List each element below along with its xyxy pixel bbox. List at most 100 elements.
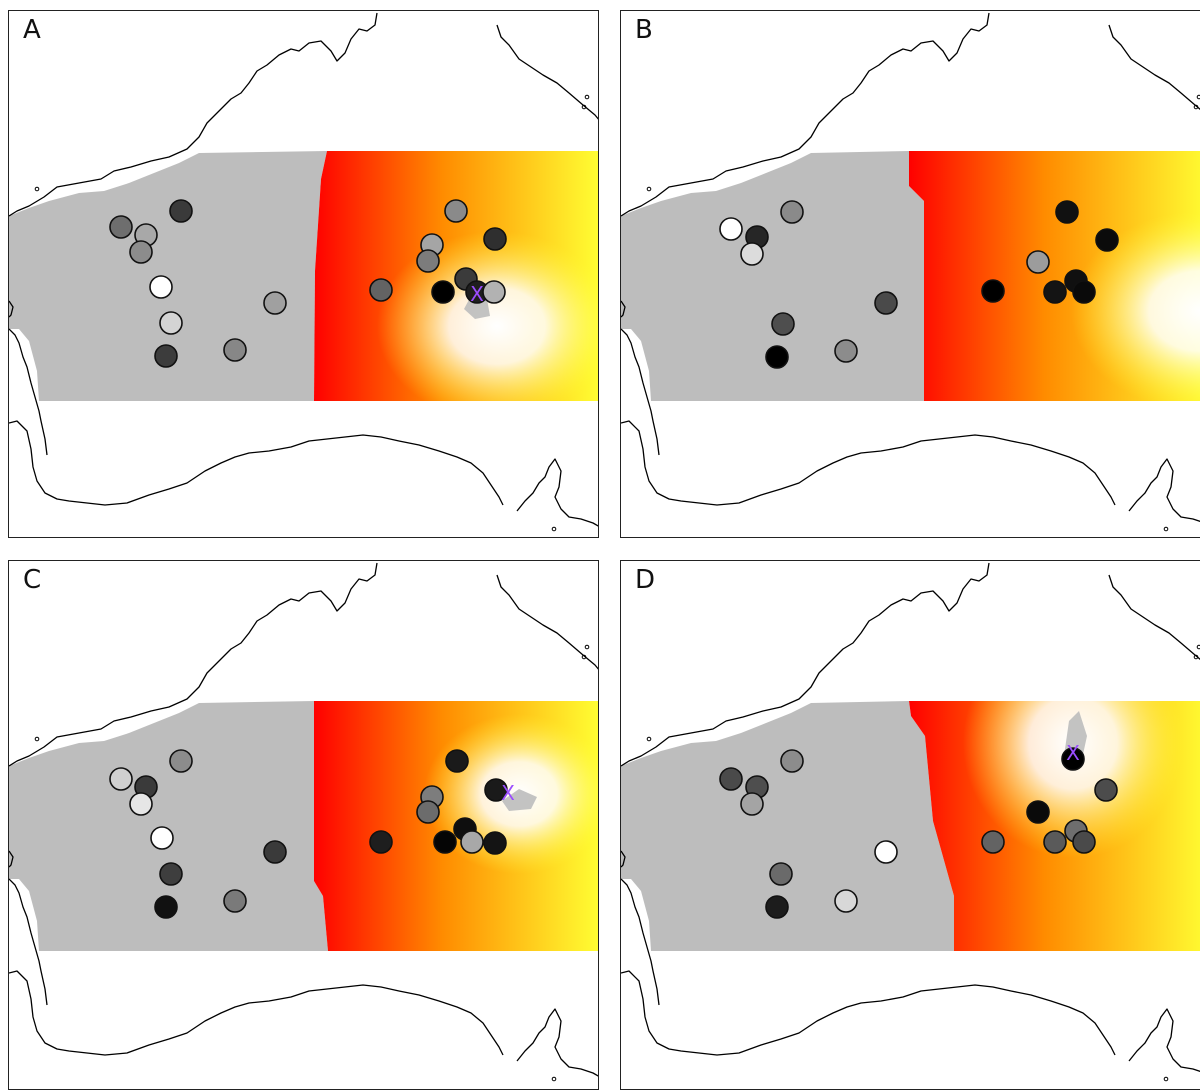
estimate-marker: X bbox=[1066, 741, 1080, 765]
island bbox=[1196, 94, 1200, 100]
site-point bbox=[369, 830, 393, 854]
coastline bbox=[9, 878, 48, 1006]
map-panel-a: X A bbox=[8, 10, 599, 538]
panel-label: D bbox=[635, 565, 656, 595]
site-point bbox=[483, 227, 507, 251]
site-point bbox=[444, 199, 468, 223]
coastline bbox=[1108, 24, 1200, 111]
coastline bbox=[621, 878, 660, 1006]
island bbox=[646, 186, 652, 192]
site-point bbox=[159, 862, 183, 886]
panel-label: C bbox=[23, 565, 42, 595]
site-point bbox=[1072, 830, 1096, 854]
site-point bbox=[149, 275, 173, 299]
site-point bbox=[482, 280, 506, 304]
coastline bbox=[9, 420, 504, 506]
panel-label: A bbox=[23, 15, 41, 45]
map-canvas-b bbox=[621, 12, 1200, 532]
coastline bbox=[9, 328, 48, 456]
site-point bbox=[223, 889, 247, 913]
coastline bbox=[9, 970, 504, 1056]
island bbox=[1193, 654, 1199, 660]
coastline bbox=[496, 574, 598, 670]
site-point bbox=[129, 240, 153, 264]
site-point bbox=[719, 767, 743, 791]
island bbox=[1163, 1076, 1169, 1082]
island bbox=[34, 186, 40, 192]
island bbox=[646, 736, 652, 742]
uncertainty-blob bbox=[1064, 711, 1087, 759]
site-point bbox=[1061, 747, 1085, 771]
coastline bbox=[516, 458, 598, 527]
heat-peak bbox=[1071, 211, 1200, 401]
map-panel-b: B bbox=[620, 10, 1200, 538]
site-point bbox=[460, 830, 484, 854]
map-panel-d: X D bbox=[620, 560, 1200, 1090]
site-point bbox=[740, 242, 764, 266]
coastline bbox=[621, 562, 990, 767]
site-point bbox=[169, 199, 193, 223]
site-point bbox=[129, 792, 153, 816]
island bbox=[584, 94, 590, 100]
site-point bbox=[169, 749, 193, 773]
site-point bbox=[719, 217, 743, 241]
grey-region bbox=[621, 701, 954, 951]
site-point bbox=[369, 278, 393, 302]
site-point bbox=[1026, 250, 1050, 274]
site-point bbox=[1043, 830, 1067, 854]
site-point bbox=[109, 215, 133, 239]
coastline bbox=[621, 12, 990, 217]
site-point bbox=[780, 200, 804, 224]
site-point bbox=[1095, 228, 1119, 252]
map-panel-c: X C bbox=[8, 560, 599, 1090]
site-point bbox=[981, 830, 1005, 854]
site-point bbox=[765, 345, 789, 369]
site-point bbox=[223, 338, 247, 362]
coastline bbox=[9, 850, 14, 868]
coastline bbox=[621, 850, 626, 868]
site-point bbox=[150, 826, 174, 850]
site-point bbox=[780, 749, 804, 773]
grey-region bbox=[9, 151, 327, 401]
coastline bbox=[516, 1008, 598, 1077]
coastline bbox=[621, 420, 1116, 506]
coastline bbox=[621, 970, 1116, 1056]
site-point bbox=[109, 767, 133, 791]
site-point bbox=[154, 895, 178, 919]
site-point bbox=[1055, 200, 1079, 224]
site-point bbox=[834, 339, 858, 363]
island bbox=[1196, 644, 1200, 650]
site-point bbox=[431, 280, 455, 304]
coastline bbox=[9, 12, 378, 217]
coastline bbox=[621, 328, 660, 456]
site-point bbox=[834, 889, 858, 913]
uncertainty-blob bbox=[502, 789, 537, 811]
site-point bbox=[416, 249, 440, 273]
site-point bbox=[1094, 778, 1118, 802]
site-point bbox=[771, 312, 795, 336]
island bbox=[551, 526, 557, 532]
site-point bbox=[445, 749, 469, 773]
site-point bbox=[433, 830, 457, 854]
coastline bbox=[1108, 574, 1200, 661]
coastline bbox=[9, 562, 378, 767]
coastline bbox=[621, 300, 626, 318]
site-point bbox=[483, 831, 507, 855]
site-point bbox=[154, 344, 178, 368]
site-point bbox=[416, 800, 440, 824]
site-point bbox=[874, 291, 898, 315]
island bbox=[1193, 104, 1199, 110]
island bbox=[34, 736, 40, 742]
coastline bbox=[1128, 458, 1200, 523]
site-point bbox=[981, 279, 1005, 303]
site-point bbox=[874, 840, 898, 864]
site-point bbox=[769, 862, 793, 886]
coastline bbox=[9, 300, 14, 318]
coastline bbox=[496, 24, 598, 120]
map-canvas-a: X bbox=[9, 12, 598, 532]
coastline bbox=[1128, 1008, 1200, 1073]
island bbox=[551, 1076, 557, 1082]
grey-region bbox=[9, 701, 328, 951]
site-point bbox=[263, 840, 287, 864]
map-canvas-c: X bbox=[9, 562, 598, 1082]
